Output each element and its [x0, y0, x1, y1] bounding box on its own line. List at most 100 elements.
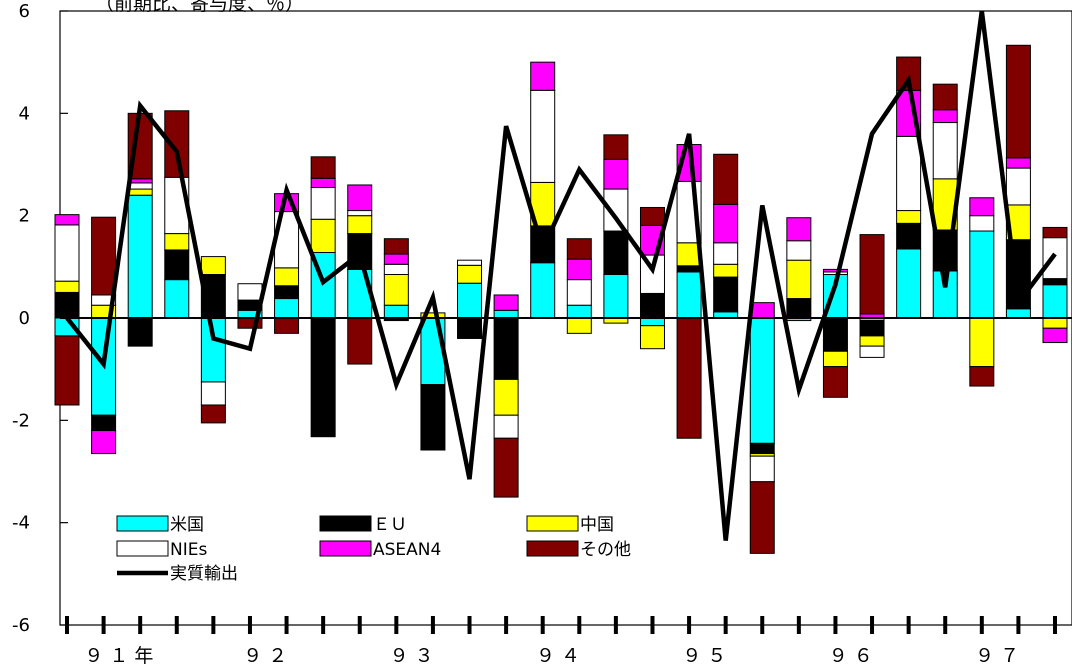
bar-segment [1042, 278, 1068, 286]
bar-segment [383, 238, 409, 255]
bar-segment [274, 267, 300, 287]
bar-segment [713, 276, 739, 313]
bar-segment [713, 242, 739, 265]
bar-segment [896, 248, 922, 319]
bar-segment [786, 298, 812, 319]
bar-segment [200, 404, 226, 424]
y-tick-label: 2 [19, 206, 30, 227]
export-line [65, 10, 1057, 541]
legend-swatch [319, 540, 372, 557]
bar-segment [91, 430, 117, 455]
legend-label: NIEs [170, 540, 207, 560]
legend-label: その他 [580, 540, 631, 560]
bar-segment [1042, 237, 1068, 280]
bar-segment [91, 414, 117, 432]
bar-segment [1005, 167, 1031, 206]
bar-segment [603, 134, 629, 160]
bar-segment [493, 414, 519, 439]
bar-segment [1042, 317, 1068, 329]
bar-segment [54, 224, 80, 282]
bar-segment [786, 217, 812, 242]
bar-segment [896, 222, 922, 250]
bar-segment [493, 309, 519, 319]
bar-segment [639, 292, 665, 319]
x-period-label: ９３ [390, 645, 440, 667]
bar-segment [932, 83, 958, 111]
bar-segment [347, 184, 373, 212]
bar-segment [530, 61, 556, 91]
bar-segment [200, 256, 226, 276]
x-period-label: ９２ [243, 645, 293, 667]
x-period-label: ９７ [975, 645, 1025, 667]
legend-swatch [319, 515, 372, 532]
bar-segment [603, 230, 629, 276]
bar-segment [347, 210, 373, 217]
legend-label: 中国 [580, 515, 614, 535]
bar-segment [749, 302, 775, 319]
bar-segment [566, 317, 592, 334]
bar-segment [822, 366, 848, 398]
bar-segment [127, 317, 153, 347]
bar-segment [969, 317, 995, 368]
bar-segment [603, 274, 629, 319]
bar-segment [383, 274, 409, 306]
x-axis: ９１年 ９２ ９３ ９４ ９５ ９６ ９７ [65, 616, 1057, 667]
bar-segment [274, 298, 300, 319]
x-period-label: ９１年 [84, 645, 159, 667]
bar-segment [749, 481, 775, 554]
bar-segment [530, 262, 556, 319]
bar-segment [274, 285, 300, 300]
bar-segment [237, 283, 263, 301]
bar-segment [932, 122, 958, 180]
bar-segment [969, 230, 995, 319]
bar-segment [383, 263, 409, 276]
bar-segment [493, 294, 519, 311]
bar-segment [54, 291, 80, 319]
legend-label: ASEAN4 [373, 540, 441, 560]
bar-segment [566, 238, 592, 260]
bar-segment [457, 264, 483, 284]
bar-segment [749, 317, 775, 444]
bar-segment [127, 182, 153, 190]
bar-segment [383, 253, 409, 265]
legend-swatch [526, 540, 579, 557]
x-period-label: ９６ [829, 645, 879, 667]
bar-segment [969, 197, 995, 217]
chart-title: （前期比、寄与度、％） [95, 0, 304, 15]
bar-segment [493, 317, 519, 380]
bar-segment [1042, 226, 1068, 239]
bar-segment [457, 282, 483, 319]
bar-segment [603, 158, 629, 190]
bar-segment [164, 233, 190, 251]
legend-label: ＥＵ [373, 515, 407, 535]
bar-segment [786, 259, 812, 300]
y-tick-label: -4 [12, 513, 30, 534]
bar-segment [859, 234, 885, 315]
bar-segment [1042, 327, 1068, 344]
bar-segment [713, 203, 739, 244]
bar-segment [457, 259, 483, 266]
bar-segment [1005, 44, 1031, 159]
bar-segment [164, 279, 190, 319]
bar-segment [54, 280, 80, 293]
bar-segment [896, 135, 922, 212]
bar-segment [676, 317, 702, 439]
bar-segment [164, 249, 190, 281]
bar-segment [969, 366, 995, 387]
bar-segment [822, 317, 848, 352]
x-period-label: ９４ [536, 645, 586, 667]
bar-segment [1005, 308, 1031, 319]
bar-segment [493, 378, 519, 416]
bar-segment [347, 317, 373, 365]
bar-segment [383, 304, 409, 319]
bar-segment [310, 177, 336, 189]
bar-segment [676, 271, 702, 319]
bar-segment [822, 350, 848, 368]
y-tick-label: -6 [12, 615, 30, 636]
bar-segment [713, 153, 739, 205]
bar-segment [530, 89, 556, 183]
bar-segment [127, 194, 153, 319]
bar-segment [566, 279, 592, 306]
bar-segment [639, 317, 665, 327]
